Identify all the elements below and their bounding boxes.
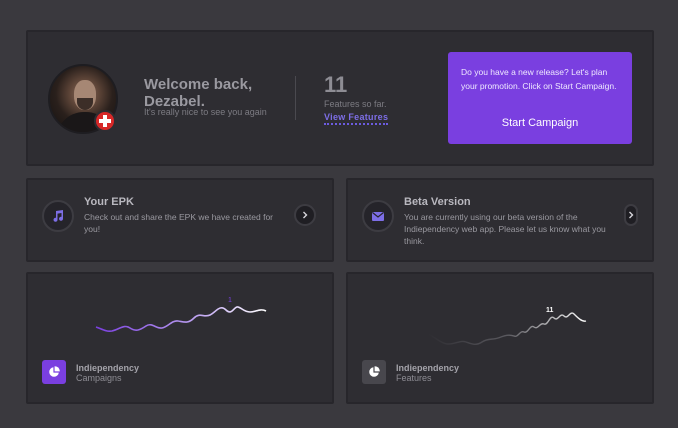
pie-chart-icon xyxy=(42,360,66,384)
mail-icon xyxy=(362,200,394,232)
music-note-glyph xyxy=(53,210,64,222)
beta-arrow-button[interactable] xyxy=(624,204,638,226)
features-sparkline: 11 xyxy=(427,307,587,345)
chevron-right-icon xyxy=(629,211,634,219)
promo-box: Do you have a new release? Let's plan yo… xyxy=(448,52,632,144)
avatar[interactable] xyxy=(48,64,118,134)
welcome-subtitle: It's really nice to see you again xyxy=(144,107,267,117)
features-tile-subtitle: Features xyxy=(396,373,432,383)
swiss-flag-icon xyxy=(94,110,116,132)
epk-card[interactable]: Your EPK Check out and share the EPK we … xyxy=(26,178,334,262)
mail-glyph xyxy=(372,212,384,221)
promo-text: Do you have a new release? Let's plan yo… xyxy=(461,67,617,91)
features-tile[interactable]: 11 Indiependency Features xyxy=(346,272,654,404)
pie-glyph xyxy=(49,366,60,377)
epk-title: Your EPK xyxy=(84,196,134,208)
divider xyxy=(295,76,296,120)
features-label: Features so far. xyxy=(324,99,387,109)
pie-chart-icon xyxy=(362,360,386,384)
campaigns-line xyxy=(95,306,267,332)
beta-description: You are currently using our beta version… xyxy=(404,212,606,246)
features-count: 11 xyxy=(324,72,348,97)
beta-card[interactable]: Beta Version You are currently using our… xyxy=(346,178,654,262)
features-peak-label: 11 xyxy=(546,307,554,314)
welcome-title: Welcome back, Dezabel. xyxy=(144,76,253,110)
campaigns-sparkline: 1 xyxy=(95,297,267,332)
avatar-beard xyxy=(77,98,93,110)
welcome-card: Welcome back, Dezabel. It's really nice … xyxy=(26,30,654,166)
start-campaign-button[interactable]: Start Campaign xyxy=(501,117,579,129)
features-tile-title: Indiependency xyxy=(396,363,460,373)
pie-glyph xyxy=(369,366,380,377)
music-note-icon xyxy=(42,200,74,232)
view-features-link[interactable]: View Features xyxy=(324,112,389,125)
campaigns-peak-label: 1 xyxy=(228,297,232,304)
features-line xyxy=(427,312,587,345)
epk-description: Check out and share the EPK we have crea… xyxy=(84,212,274,234)
campaigns-tile-title: Indiependency xyxy=(76,363,140,373)
campaigns-tile-subtitle: Campaigns xyxy=(76,373,122,383)
chevron-right-icon xyxy=(303,211,308,219)
beta-title: Beta Version xyxy=(404,196,471,208)
campaigns-tile[interactable]: 1 Indiependency Campaigns xyxy=(26,272,334,404)
epk-arrow-button[interactable] xyxy=(294,204,316,226)
